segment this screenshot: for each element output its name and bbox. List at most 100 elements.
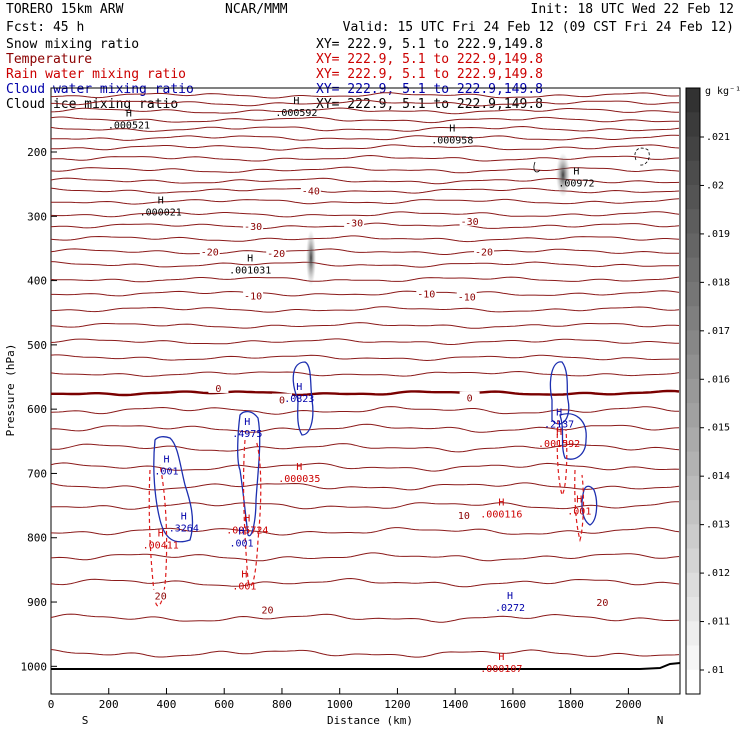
maximum-value: .000035 (278, 474, 320, 485)
x-axis-label: Distance (km) (327, 714, 413, 727)
temperature-isotherm (50, 248, 679, 255)
colorbar-cell (686, 451, 700, 477)
maximum-value: .000021 (140, 207, 182, 218)
temperature-label: 0 (215, 384, 221, 395)
maximum-marker: H (498, 498, 504, 509)
temperature-isotherm (50, 222, 680, 230)
temperature-label: 0 (467, 394, 473, 405)
xy-line-rain: XY= 222.9, 5.1 to 222.9,149.8 (316, 67, 543, 82)
temperature-isotherm (50, 125, 680, 132)
colorbar: .021 .02 .019 .018 .017 .016 .015 .014 .013 .012.… (685, 87, 730, 695)
colorbar-cell (686, 233, 700, 259)
x-tick-label: 1800 (557, 698, 584, 711)
xy-line-cloud-water: XY= 222.9, 5.1 to 222.9,149.8 (316, 82, 543, 97)
colorbar-cell (686, 524, 700, 550)
rain-water-contour (574, 469, 585, 543)
maximum-value: .00411 (143, 540, 179, 551)
temperature-label: 0 (279, 396, 285, 407)
temperature-isotherm (50, 552, 680, 562)
temperature-label: -40 (302, 187, 320, 198)
y-tick-label: 300 (27, 210, 47, 223)
temperature-isotherm (50, 527, 680, 536)
colorbar-tick-label: .017 (706, 326, 730, 337)
model-title: TORERO 15km ARW (6, 2, 124, 17)
maximum-value: .000107 (480, 664, 522, 675)
rain-water-contours (148, 419, 585, 607)
temperature-isotherm (50, 276, 680, 283)
maximum-marker: H (576, 494, 582, 505)
y-tick-label: 700 (27, 467, 47, 480)
maximum-marker: H (244, 514, 250, 525)
temperature-isotherm (50, 322, 680, 329)
maximum-value: .2137 (544, 420, 574, 431)
colorbar-tick-label: .021 (706, 132, 730, 143)
temperature-isotherm (50, 134, 680, 141)
colorbar-cell (686, 548, 700, 574)
y-tick-label: 200 (27, 146, 47, 159)
temperature-isotherm (50, 198, 680, 205)
terrain-surface (51, 662, 681, 670)
temperature-label: -20 (267, 249, 285, 260)
colorbar-cell (686, 354, 700, 380)
snow-core (306, 230, 316, 286)
y-tick-label: 900 (27, 596, 47, 609)
plot-frame (50, 87, 681, 695)
colorbar-cell (686, 427, 700, 453)
x-tick-label: 1000 (326, 698, 353, 711)
temperature-isotherm (50, 211, 680, 218)
colorbar-cell (686, 88, 700, 113)
colorbar-cell (686, 330, 700, 356)
temperature-label: -10 (458, 293, 476, 304)
maximum-value: .001 (154, 467, 178, 478)
maxima-labels: H.000521H.000592H.000958H.00972H.000021H… (108, 96, 595, 675)
temperature-isotherm (51, 99, 680, 107)
temperature-label: -30 (345, 219, 363, 230)
colorbar-cell (686, 257, 700, 283)
maximum-marker: H (126, 109, 132, 120)
maximum-marker: H (247, 253, 253, 264)
colorbar-unit: g kg⁻¹ (705, 86, 740, 97)
temperature-isotherm (51, 290, 680, 297)
cloud-water-contours (153, 361, 598, 543)
surface-line (51, 662, 681, 670)
maximum-marker: H (241, 570, 247, 581)
x-tick-label: 0 (48, 698, 55, 711)
center-name: NCAR/MMM (225, 2, 288, 17)
temperature-isotherm (50, 354, 679, 362)
temperature-label: 20 (596, 598, 608, 609)
colorbar-frame (685, 87, 701, 695)
maximum-marker: H (498, 652, 504, 663)
xy-line-temperature: XY= 222.9, 5.1 to 222.9,149.8 (316, 52, 543, 67)
x-tick-label: 600 (214, 698, 234, 711)
colorbar-cell (686, 572, 700, 598)
maximum-value: .0823 (284, 394, 314, 405)
y-tick-label: 1000 (21, 660, 48, 673)
maximum-marker: H (573, 167, 579, 178)
colorbar-cell (686, 597, 700, 622)
maximum-value: .0272 (495, 603, 525, 614)
init-time: Init: 18 UTC Wed 22 Feb 12 (531, 2, 735, 17)
colorbar-tick-label: .02 (706, 180, 724, 191)
colorbar-tick-label: .018 (706, 277, 730, 288)
temperature-label: -20 (201, 248, 219, 259)
y-tick-label: 500 (27, 339, 47, 352)
temperature-label: 20 (262, 606, 274, 617)
colorbar-cell (686, 209, 700, 234)
maximum-marker: H (296, 462, 302, 473)
temperature-contours (50, 92, 680, 658)
field-name-snow: Snow mixing ratio (6, 37, 139, 52)
y-tick-label: 800 (27, 532, 47, 545)
y-tick-label: 400 (27, 275, 47, 288)
temperature-isotherm (50, 306, 680, 313)
maximum-value: .4975 (232, 429, 262, 440)
colorbar-cell (686, 378, 700, 404)
cloud-water-contour (581, 485, 598, 526)
maximum-marker: H (181, 512, 187, 523)
maximum-value: .000521 (108, 121, 150, 132)
temperature-isotherm (50, 462, 680, 472)
temperature-label: 20 (155, 592, 167, 603)
field-name-cloud-water: Cloud water mixing ratio (6, 82, 194, 97)
temperature-isotherm (50, 116, 679, 124)
colorbar-tick-label: .012 (706, 568, 730, 579)
